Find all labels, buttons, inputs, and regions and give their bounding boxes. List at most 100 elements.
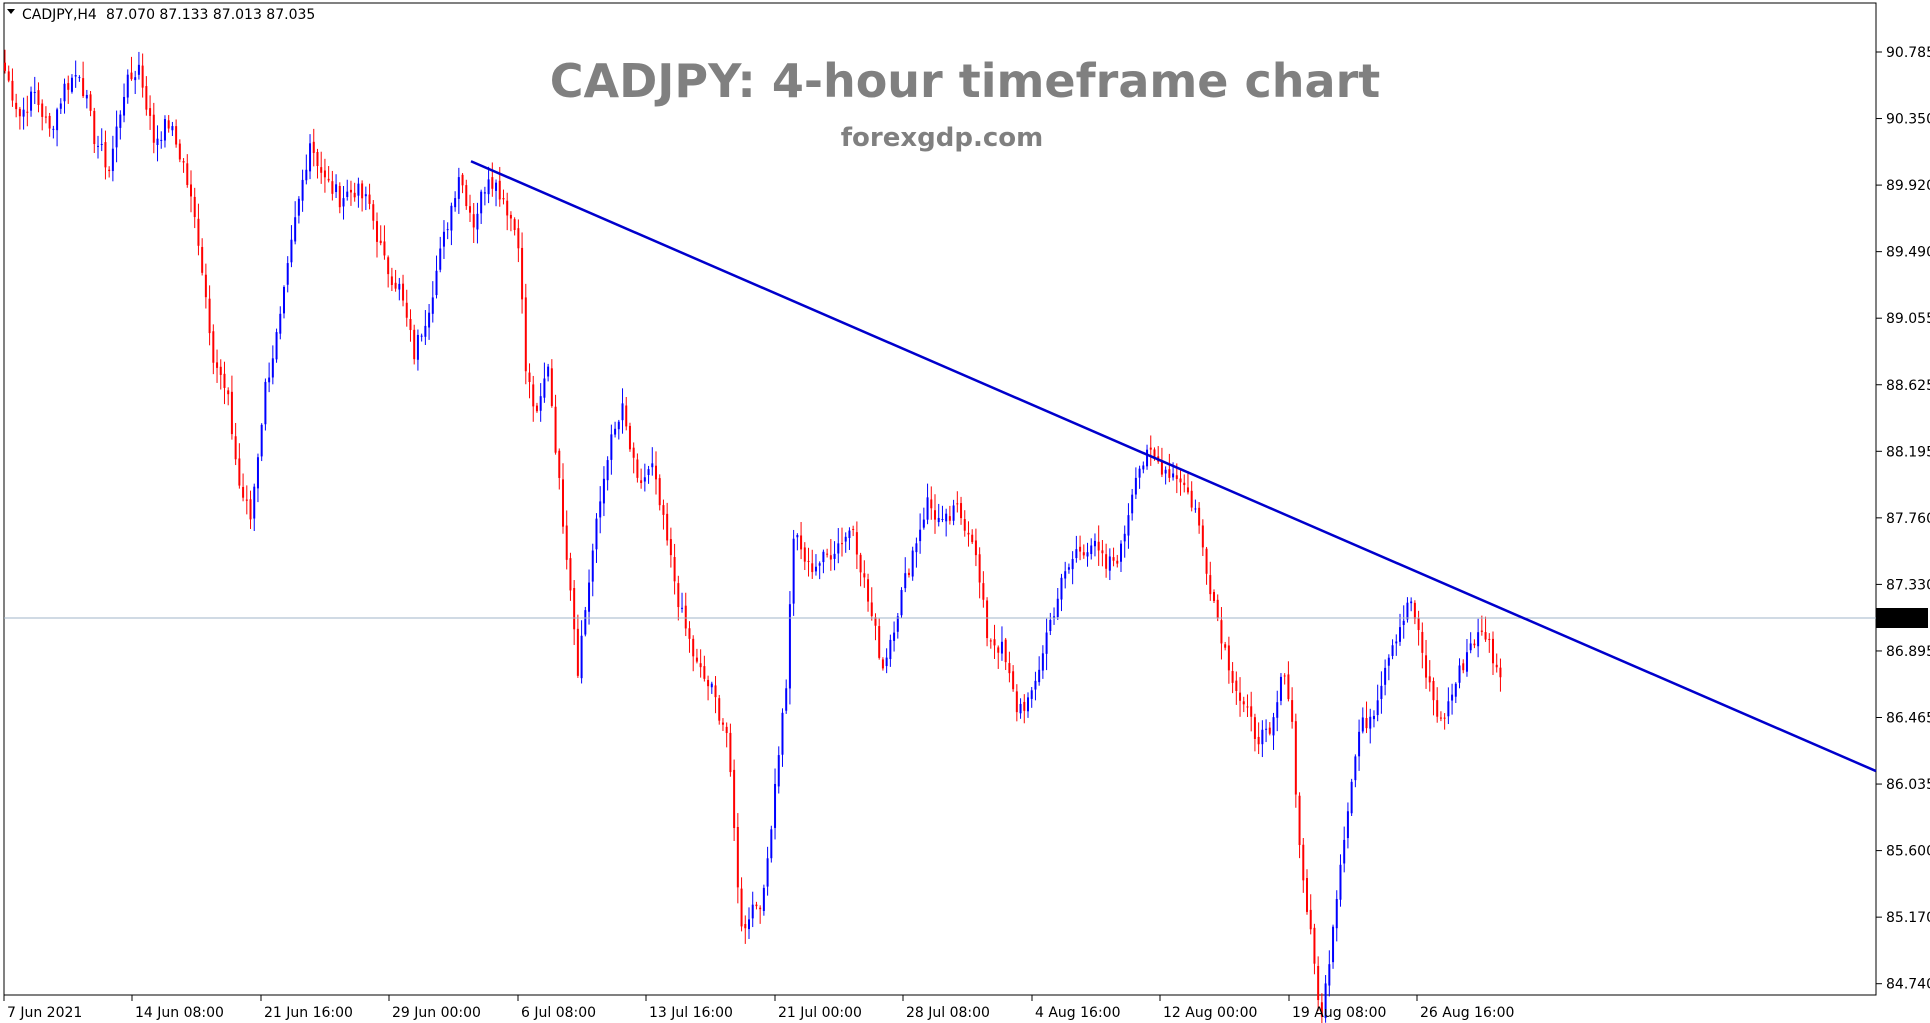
candle [934, 494, 936, 534]
candle [30, 86, 33, 117]
candle-body [1399, 627, 1401, 642]
candle [409, 309, 412, 342]
candle-body [655, 465, 657, 480]
candle-body [893, 632, 896, 641]
candle-body [279, 313, 282, 334]
candle-body [134, 77, 137, 81]
candle-body [480, 191, 483, 214]
candle [662, 499, 665, 530]
candle [290, 225, 293, 268]
candle [521, 232, 524, 314]
candle-body [547, 366, 550, 377]
candle [1283, 673, 1286, 685]
candle-body [751, 904, 754, 919]
candle [1309, 894, 1312, 935]
symbol-menu-arrow-icon[interactable] [7, 9, 15, 14]
candle [740, 877, 743, 932]
candle [398, 277, 401, 301]
candle [480, 189, 483, 224]
candle [956, 491, 959, 513]
candle [599, 486, 602, 534]
candle-body [695, 657, 698, 662]
candle-body [416, 334, 419, 360]
candle-body [115, 126, 118, 148]
candle [1186, 471, 1189, 495]
candle [74, 60, 77, 88]
x-tick-label: 21 Jul 00:00 [778, 1005, 862, 1021]
candle [100, 128, 103, 152]
time-axis: 7 Jun 2021 14 Jun 08:00 21 Jun 16:00 29 Jun… [3, 995, 1514, 1021]
candle [483, 186, 486, 206]
candle-body [852, 528, 855, 530]
candle [1402, 605, 1405, 639]
candle-body [822, 551, 825, 563]
candle-body [565, 525, 568, 560]
candle-body [576, 628, 579, 676]
candle [1265, 719, 1268, 743]
candle [1324, 975, 1327, 1023]
candle-body [513, 219, 516, 230]
y-tick-label: 85.600 [1886, 844, 1930, 860]
candle [327, 166, 330, 183]
candle [1451, 683, 1454, 715]
candle [1086, 542, 1089, 567]
candle [811, 549, 814, 579]
candle [688, 621, 691, 653]
candle-body [521, 247, 524, 300]
candle-body [1391, 645, 1394, 656]
candle-body [855, 532, 858, 555]
candle-body [1198, 507, 1201, 526]
candle [1045, 618, 1048, 671]
candle-body [1454, 683, 1457, 697]
candle [1294, 713, 1297, 808]
candle-body [1213, 592, 1215, 601]
candle [532, 375, 535, 422]
candle [1194, 499, 1197, 513]
trendline[interactable] [470, 160, 1877, 773]
candle-body [1428, 676, 1431, 683]
candle-body [1384, 667, 1387, 685]
candle-body [707, 679, 710, 687]
candle-body [1306, 878, 1308, 912]
candle [1213, 589, 1215, 604]
candle [632, 442, 635, 474]
candle [1030, 686, 1033, 708]
candle-body [934, 510, 936, 520]
candle [1034, 671, 1037, 701]
candle [1391, 639, 1394, 660]
candle [431, 281, 434, 323]
candle-body [777, 755, 780, 787]
candle [1105, 543, 1108, 578]
candle [941, 505, 944, 523]
candle-body [1279, 676, 1282, 701]
candle-body [1075, 549, 1078, 559]
candle [104, 130, 107, 180]
candle [636, 453, 639, 483]
candle [900, 587, 903, 618]
y-tick-label: 89.490 [1886, 245, 1930, 261]
candle-body [1462, 663, 1465, 671]
candle-body [1492, 638, 1494, 664]
candle [15, 93, 18, 118]
candle-body [376, 221, 378, 242]
candle [442, 220, 445, 259]
candle [588, 569, 591, 625]
candle [893, 621, 896, 652]
candle-body [349, 189, 352, 193]
candle [67, 75, 70, 104]
candle [372, 200, 375, 230]
candle [1079, 535, 1082, 561]
candle-body [1209, 575, 1212, 595]
candle-body [111, 148, 114, 172]
candle [870, 587, 873, 621]
candle-body [658, 478, 661, 506]
candle-body [78, 77, 81, 79]
candle [7, 65, 10, 83]
candle-body [1112, 557, 1115, 561]
candle [785, 679, 788, 714]
candle-body [1320, 1002, 1323, 1017]
candle-body [792, 538, 795, 604]
candle [580, 620, 583, 684]
candle [1454, 682, 1457, 704]
